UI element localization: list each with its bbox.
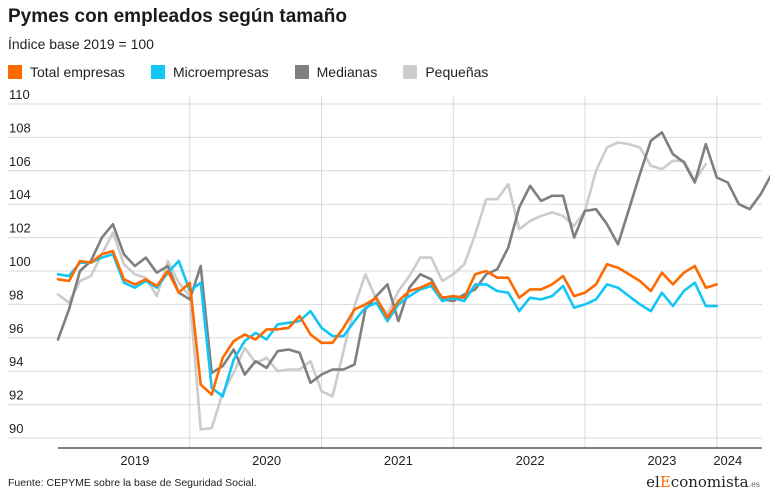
y-tick-label-106: 106 [9, 154, 31, 169]
series-lines [56, 131, 770, 431]
legend-label-medianas: Medianas [316, 64, 378, 80]
y-tick-label-100: 100 [9, 254, 31, 269]
legend-swatch-medianas [294, 65, 309, 79]
y-tick-label-110: 110 [9, 90, 30, 102]
x-tick-label-2020: 2020 [252, 453, 281, 468]
y-tick-label-90: 90 [9, 421, 23, 436]
line-chart: 90 92 94 96 98 100 102 104 106 108 110 2019 2020 2021… [8, 90, 770, 468]
legend-label-total: Total empresas [30, 64, 125, 80]
legend: Total empresas Microempresas Medianas Pe… [8, 64, 514, 80]
chart-title: Pymes con empleados según tamaño [8, 6, 347, 27]
y-tick-label-108: 108 [9, 120, 31, 135]
x-tick-label-2021: 2021 [384, 453, 413, 468]
x-tick-label-2022: 2022 [516, 453, 545, 468]
y-tick-label-104: 104 [9, 187, 31, 202]
y-tick-label-102: 102 [9, 221, 31, 236]
legend-label-pequenas: Pequeñas [425, 64, 489, 80]
series-line-total-empresas [56, 249, 719, 396]
source-note: Fuente: CEPYME sobre la base de Segurida… [8, 477, 257, 489]
series-line-microempresas [56, 253, 719, 398]
publisher-logo: elEconomista.es [646, 473, 760, 491]
legend-item-micro: Microempresas [150, 64, 269, 80]
legend-swatch-total [8, 65, 22, 79]
legend-label-micro: Microempresas [172, 64, 269, 80]
legend-item-pequenas: Pequeñas [403, 64, 488, 80]
chart-subtitle: Índice base 2019 = 100 [8, 36, 154, 52]
legend-swatch-micro [150, 65, 165, 79]
grid [8, 96, 762, 448]
logo-suffix: .es [748, 480, 760, 489]
y-tick-label-94: 94 [9, 354, 23, 369]
x-tick-label-2024: 2024 [713, 453, 742, 468]
y-tick-label-98: 98 [9, 287, 23, 302]
y-tick-label-92: 92 [9, 388, 23, 403]
logo-post: conomista [670, 473, 749, 491]
legend-item-medianas: Medianas [294, 64, 378, 80]
legend-item-total: Total empresas [8, 64, 125, 80]
x-tick-label-2023: 2023 [647, 453, 676, 468]
logo-accent: E [659, 473, 671, 491]
logo-pre: el [646, 473, 660, 491]
axes: 90 92 94 96 98 100 102 104 106 108 110 2019 2020 2021… [9, 90, 762, 468]
legend-swatch-pequenas [403, 65, 418, 79]
y-tick-label-96: 96 [9, 321, 23, 336]
series-line-medianas [56, 131, 770, 385]
x-tick-label-2019: 2019 [120, 453, 149, 468]
